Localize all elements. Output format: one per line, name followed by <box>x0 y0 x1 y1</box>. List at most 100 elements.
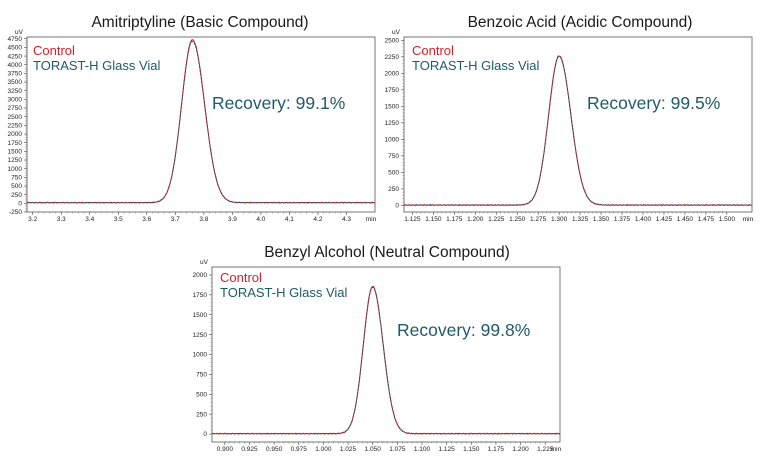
y-tick-label: 2000 <box>8 131 23 138</box>
legend-control: Control <box>412 43 454 58</box>
y-tick-label: 1250 <box>385 120 400 127</box>
y-tick-label: 250 <box>388 186 399 193</box>
x-unit-label: min <box>551 446 562 453</box>
y-tick-label: 1250 <box>193 332 208 339</box>
control-trace <box>211 285 561 435</box>
x-tick-label: 1.225 <box>537 446 554 453</box>
x-tick-label: 1.300 <box>551 216 568 223</box>
y-tick-label: 1250 <box>8 157 23 164</box>
x-tick-label: 1.400 <box>635 216 652 223</box>
y-tick-label: 0 <box>18 201 22 208</box>
x-tick-label: 3.2 <box>28 216 37 223</box>
chart-title: Benzoic Acid (Acidic Compound) <box>468 14 693 31</box>
x-tick-label: 1.450 <box>677 216 694 223</box>
x-tick-label: 1.050 <box>365 446 382 453</box>
x-tick-label: 3.3 <box>57 216 66 223</box>
y-tick-label: 2750 <box>8 105 23 112</box>
legend-control: Control <box>220 270 262 285</box>
torast-trace <box>211 286 561 435</box>
recovery-annotation: Recovery: 99.8% <box>397 320 530 340</box>
chart-title: Amitriptyline (Basic Compound) <box>91 14 308 31</box>
y-tick-label: 4250 <box>8 53 23 60</box>
chart-panel-2: Benzoic Acid (Acidic Compound) uV min 1.125… <box>385 14 754 223</box>
x-tick-label: 4.2 <box>313 216 322 223</box>
x-tick-label: 1.150 <box>425 216 442 223</box>
control-trace <box>403 55 753 207</box>
x-tick-label: 1.175 <box>446 216 463 223</box>
chart-panel-1: Amitriptyline (Basic Compound) uV min 3.2 3.… <box>8 14 377 223</box>
y-tick-label: 0 <box>203 431 207 438</box>
y-tick-label: 1500 <box>193 312 208 319</box>
x-tick-label: 1.200 <box>467 216 484 223</box>
x-unit-label: min <box>366 216 377 223</box>
chart-panel-3: Benzyl Alcohol (Neutral Compound) uV min 0.… <box>193 244 562 453</box>
y-tick-label: 2500 <box>385 38 400 45</box>
y-tick-label: 1750 <box>193 292 208 299</box>
x-tick-label: 1.000 <box>315 446 332 453</box>
x-tick-label: 1.125 <box>404 216 421 223</box>
y-tick-label: 4500 <box>8 45 23 52</box>
y-unit-label: uV <box>15 29 24 36</box>
y-tick-label: 500 <box>11 183 22 190</box>
chart-title: Benzyl Alcohol (Neutral Compound) <box>264 244 510 261</box>
x-tick-label: 1.175 <box>488 446 505 453</box>
y-tick-label: 1000 <box>193 352 208 359</box>
y-tick-label: 1750 <box>8 140 23 147</box>
x-tick-label: 3.7 <box>171 216 180 223</box>
x-tick-label: 0.900 <box>217 446 234 453</box>
torast-trace <box>403 55 753 207</box>
y-tick-label: 3250 <box>8 88 23 95</box>
x-tick-label: 4.0 <box>256 216 265 223</box>
y-tick-label: 500 <box>196 391 207 398</box>
x-tick-label: 0.925 <box>241 446 258 453</box>
legend-torast: TORAST-H Glass Vial <box>33 58 160 73</box>
y-tick-label: 4750 <box>8 36 23 43</box>
legend-control: Control <box>33 43 75 58</box>
x-tick-label: 3.6 <box>142 216 151 223</box>
y-tick-label: 0 <box>395 203 399 210</box>
x-tick-label: 1.275 <box>530 216 547 223</box>
x-unit-label: min <box>743 216 754 223</box>
x-tick-label: 1.475 <box>698 216 715 223</box>
x-tick-label: 1.375 <box>614 216 631 223</box>
x-tick-label: 4.3 <box>342 216 351 223</box>
x-tick-label: 3.8 <box>199 216 208 223</box>
y-tick-label: 1000 <box>8 166 23 173</box>
x-tick-label: 0.950 <box>266 446 283 453</box>
recovery-annotation: Recovery: 99.1% <box>212 93 345 113</box>
y-tick-label: 750 <box>388 153 399 160</box>
x-tick-label: 3.9 <box>228 216 237 223</box>
y-tick-label: 2250 <box>8 123 23 130</box>
y-tick-label: 3000 <box>8 97 23 104</box>
y-tick-label: 250 <box>196 411 207 418</box>
y-tick-label: 250 <box>11 192 22 199</box>
x-tick-label: 0.975 <box>291 446 308 453</box>
x-tick-label: 1.100 <box>414 446 431 453</box>
y-tick-label: 1750 <box>385 87 400 94</box>
y-tick-label: 750 <box>11 175 22 182</box>
y-tick-label: 2000 <box>385 71 400 78</box>
plot-frame <box>403 36 753 213</box>
x-tick-label: 1.150 <box>463 446 480 453</box>
y-tick-label: 2250 <box>385 54 400 61</box>
torast-trace <box>26 40 376 204</box>
y-tick-label: 2000 <box>193 272 208 279</box>
y-tick-label: 4000 <box>8 62 23 69</box>
y-tick-label: 1500 <box>385 104 400 111</box>
x-tick-label: 1.350 <box>593 216 610 223</box>
y-unit-label: uV <box>392 29 401 36</box>
y-tick-label: 1000 <box>385 137 400 144</box>
x-tick-label: 1.025 <box>340 446 357 453</box>
x-tick-label: 1.500 <box>719 216 736 223</box>
x-tick-label: 1.125 <box>438 446 455 453</box>
x-tick-label: 1.325 <box>572 216 589 223</box>
y-tick-label: 1500 <box>8 149 23 156</box>
x-tick-label: 4.1 <box>285 216 294 223</box>
x-tick-label: 1.075 <box>389 446 406 453</box>
x-tick-label: 3.5 <box>114 216 123 223</box>
y-unit-label: uV <box>200 259 209 266</box>
legend-torast: TORAST-H Glass Vial <box>412 58 539 73</box>
plot-frame <box>26 36 376 213</box>
y-tick-label: 3500 <box>8 79 23 86</box>
